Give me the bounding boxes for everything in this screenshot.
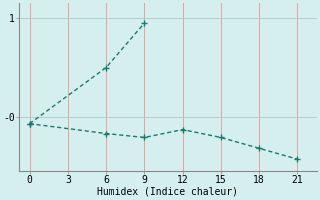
X-axis label: Humidex (Indice chaleur): Humidex (Indice chaleur) (98, 187, 238, 197)
